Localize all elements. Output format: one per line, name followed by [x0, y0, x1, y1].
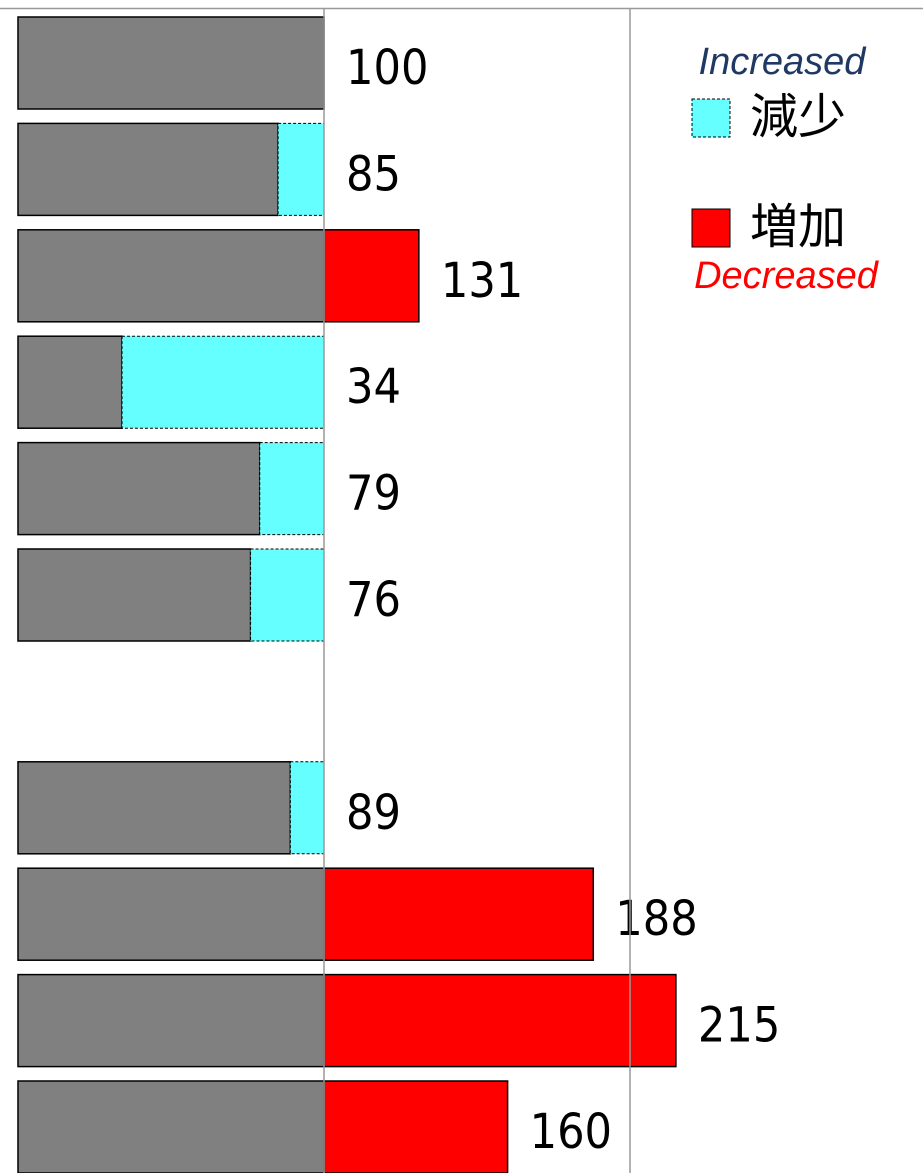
legend-label: 増加	[750, 199, 846, 255]
decrease-bar	[121, 335, 325, 429]
base-bar	[17, 441, 261, 536]
legend-swatch	[691, 208, 731, 248]
annotation: Increased	[699, 41, 868, 83]
base-bar	[17, 1080, 325, 1173]
increase-bar	[323, 1080, 509, 1173]
increase-bar	[323, 229, 420, 323]
increase-bar	[323, 973, 677, 1068]
base-bar	[17, 16, 325, 110]
value-label: 131	[441, 253, 523, 309]
base-bar	[17, 229, 325, 323]
base-bar	[17, 867, 325, 961]
decrease-bar	[250, 548, 325, 642]
value-label: 34	[346, 359, 401, 415]
value-label: 100	[346, 40, 428, 96]
base-bar	[17, 973, 325, 1068]
increase-bar	[323, 867, 595, 961]
value-label: 160	[530, 1104, 612, 1160]
base-bar	[17, 122, 279, 217]
value-label: 79	[346, 466, 401, 522]
value-label: 215	[698, 998, 780, 1054]
value-label: 89	[346, 785, 401, 841]
value-label: 85	[346, 146, 401, 202]
decrease-bar	[259, 442, 325, 536]
base-bar	[17, 335, 123, 429]
legend-label: 減少	[750, 89, 846, 145]
legend-swatch	[691, 98, 731, 138]
decrease-bar	[289, 761, 325, 855]
base-bar	[17, 761, 292, 855]
annotation: Decreased	[694, 255, 880, 297]
value-label: 76	[346, 572, 401, 628]
value-label: 188	[615, 891, 697, 947]
decrease-bar	[277, 122, 325, 216]
base-bar	[17, 548, 252, 642]
